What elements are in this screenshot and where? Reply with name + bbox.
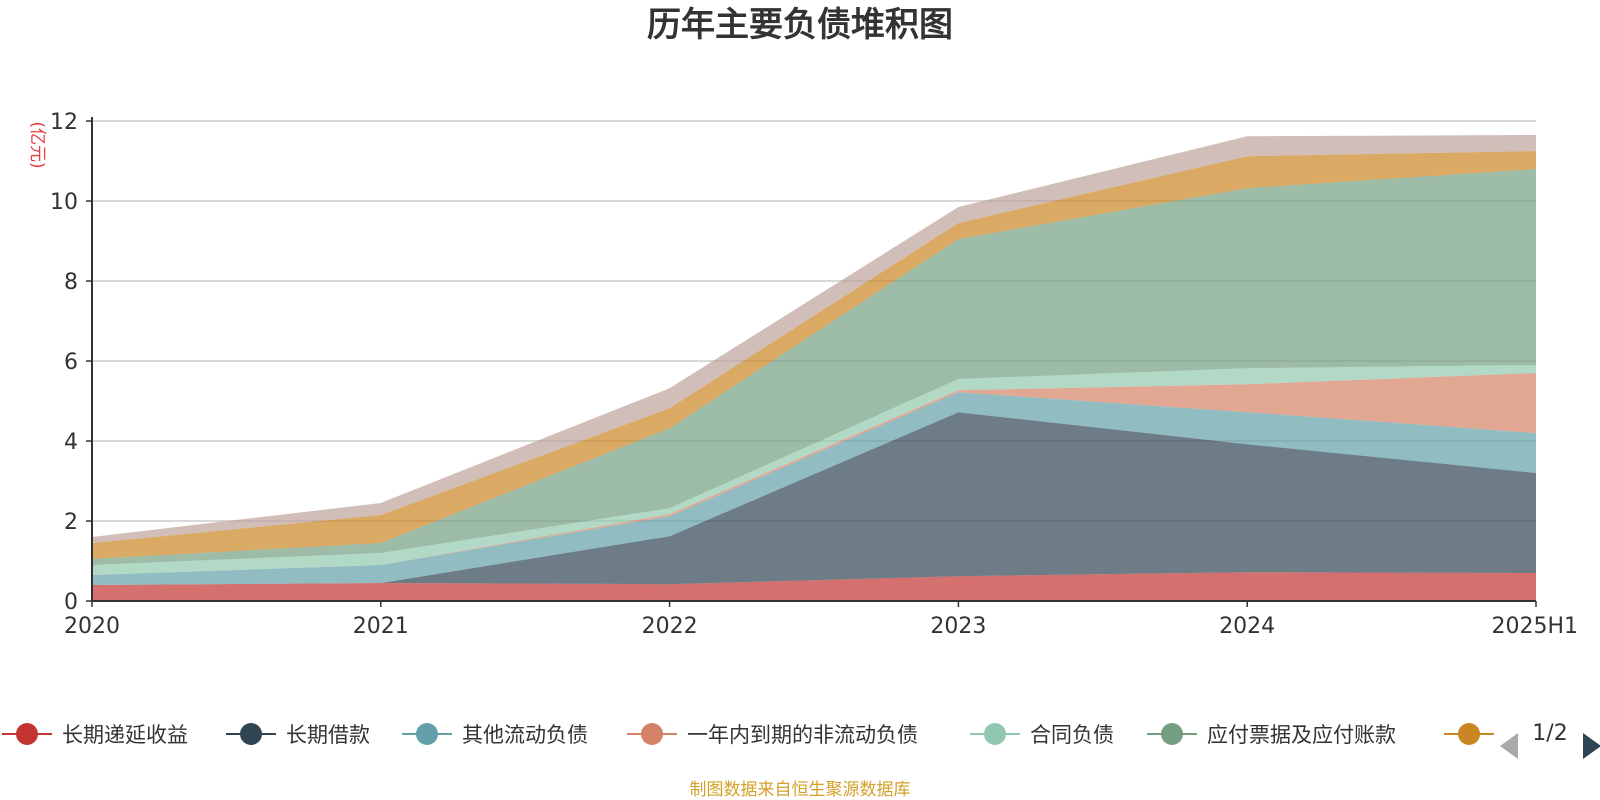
y-axis-unit-label: (亿元)	[27, 121, 47, 168]
legend-circle-icon	[416, 723, 438, 745]
x-tick-label: 2025H1	[1491, 614, 1578, 639]
x-tick-label: 2024	[1219, 614, 1275, 639]
legend-label: 合同负债	[1030, 723, 1114, 747]
area-series-4	[92, 373, 1536, 575]
x-tick-label: 2023	[930, 614, 986, 639]
legend-label: 其他流动负债	[462, 723, 588, 747]
legend-item-6[interactable]: 应付票据及应付账款	[1147, 723, 1396, 747]
legend-item-3[interactable]: 其他流动负债	[402, 723, 588, 747]
legend-label: 一年内到期的非流动负债	[687, 723, 918, 747]
area-series-6	[92, 169, 1536, 565]
legend-item-4[interactable]: 一年内到期的非流动负债	[627, 723, 918, 747]
x-tick-label: 2022	[642, 614, 698, 639]
legend-pager: 1/2	[1500, 721, 1600, 759]
legend-item-7[interactable]	[1444, 723, 1494, 745]
legend-label: 应付票据及应付账款	[1207, 723, 1396, 747]
legend-label: 长期借款	[286, 723, 370, 747]
x-tick-label: 2020	[64, 614, 120, 639]
legend-circle-icon	[641, 723, 663, 745]
axes: 0 2 4 6 8 10 12 2020 2021 2022 2023 2024 2025H1	[50, 110, 1578, 639]
legend-label: 长期递延收益	[62, 723, 188, 747]
area-series-2	[92, 412, 1536, 585]
area-series-1	[92, 572, 1536, 601]
legend-circle-icon	[240, 723, 262, 745]
y-tick-label: 2	[64, 510, 78, 535]
legend-item-2[interactable]: 长期借款	[226, 723, 370, 747]
legend-next-page-icon[interactable]	[1583, 733, 1600, 759]
y-tick-label: 0	[64, 590, 78, 615]
legend-prev-page-icon[interactable]	[1500, 733, 1518, 759]
legend-circle-icon	[1161, 723, 1183, 745]
y-tick-label: 12	[50, 110, 78, 135]
y-tick-label: 8	[64, 270, 78, 295]
legend-page-indicator: 1/2	[1532, 721, 1567, 746]
legend: 长期递延收益 长期借款 其他流动负债 一年内到期的非流动负债 合同负债 应付票据及应付账款	[2, 723, 1494, 747]
y-tick-label: 4	[64, 430, 78, 455]
chart-title: 历年主要负债堆积图	[647, 5, 953, 45]
legend-circle-icon	[984, 723, 1006, 745]
legend-item-1[interactable]: 长期递延收益	[2, 723, 188, 747]
legend-item-5[interactable]: 合同负债	[970, 723, 1114, 747]
y-tick-label: 6	[64, 350, 78, 375]
data-source-note: 制图数据来自恒生聚源数据库	[690, 780, 911, 800]
area-series-group	[92, 135, 1536, 601]
x-tick-label: 2021	[353, 614, 409, 639]
legend-circle-icon	[1458, 723, 1480, 745]
legend-circle-icon	[16, 723, 38, 745]
y-tick-label: 10	[50, 190, 78, 215]
